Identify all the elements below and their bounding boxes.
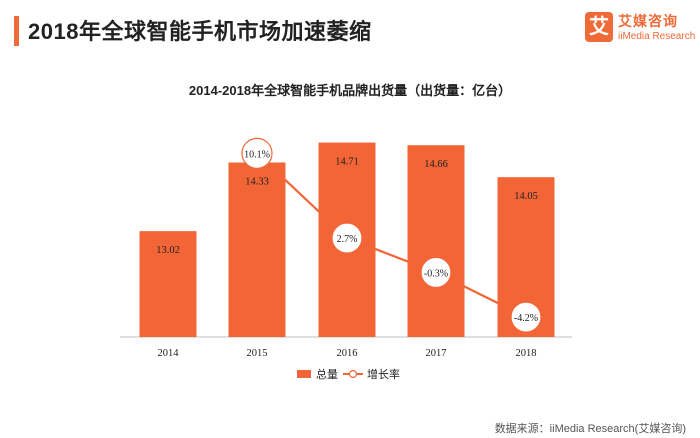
legend-label-line: 增长率 bbox=[367, 367, 400, 381]
logo-name-cn: 艾媒咨询 bbox=[618, 13, 678, 29]
logo-name-en: iiMedia Research bbox=[618, 31, 696, 42]
x-tick-label-2017: 2017 bbox=[426, 348, 447, 359]
x-tick-label-2016: 2016 bbox=[337, 348, 358, 359]
logo-mark-icon: 艾 bbox=[585, 12, 613, 42]
bar-2015 bbox=[228, 162, 286, 337]
x-tick-label-2018: 2018 bbox=[516, 348, 537, 359]
growth-point-2018 bbox=[510, 301, 542, 333]
data-source: 数据来源：iiMedia Research(艾媒咨询) bbox=[494, 423, 686, 435]
x-tick-label-2015: 2015 bbox=[247, 348, 268, 359]
growth-point-2015 bbox=[241, 137, 273, 169]
growth-label-2017: -0.3% bbox=[424, 268, 448, 279]
bar-value-label-2018: 14.05 bbox=[514, 191, 538, 202]
legend-swatch-marker bbox=[348, 369, 358, 379]
growth-label-2018: -4.2% bbox=[514, 313, 538, 324]
bar-2017 bbox=[407, 145, 465, 337]
growth-label-2015: 10.1% bbox=[244, 149, 270, 160]
growth-point-2016 bbox=[331, 222, 363, 254]
bar-2014 bbox=[139, 231, 197, 337]
growth-rate-line bbox=[256, 152, 527, 319]
page-title: 2018年全球智能手机市场加速萎缩 bbox=[28, 19, 372, 44]
bar-value-label-2016: 14.71 bbox=[335, 157, 359, 168]
iimedia-logo: 艾 艾媒咨询 iiMedia Research bbox=[585, 10, 695, 50]
x-tick-label-2014: 2014 bbox=[158, 348, 180, 359]
bar-value-label-2017: 14.66 bbox=[424, 159, 448, 170]
title-accent-bar bbox=[14, 16, 19, 46]
bar-value-label-2015: 14.33 bbox=[245, 177, 269, 188]
legend-label-bar: 总量 bbox=[316, 367, 338, 381]
growth-point-2017 bbox=[420, 256, 452, 289]
growth-label-2016: 2.7% bbox=[337, 234, 358, 245]
chart-title: 2014-2018年全球智能手机品牌出货量（出货量：亿台） bbox=[188, 83, 512, 98]
bar-value-label-2014: 13.02 bbox=[156, 245, 180, 256]
legend-swatch-bar bbox=[297, 370, 311, 378]
